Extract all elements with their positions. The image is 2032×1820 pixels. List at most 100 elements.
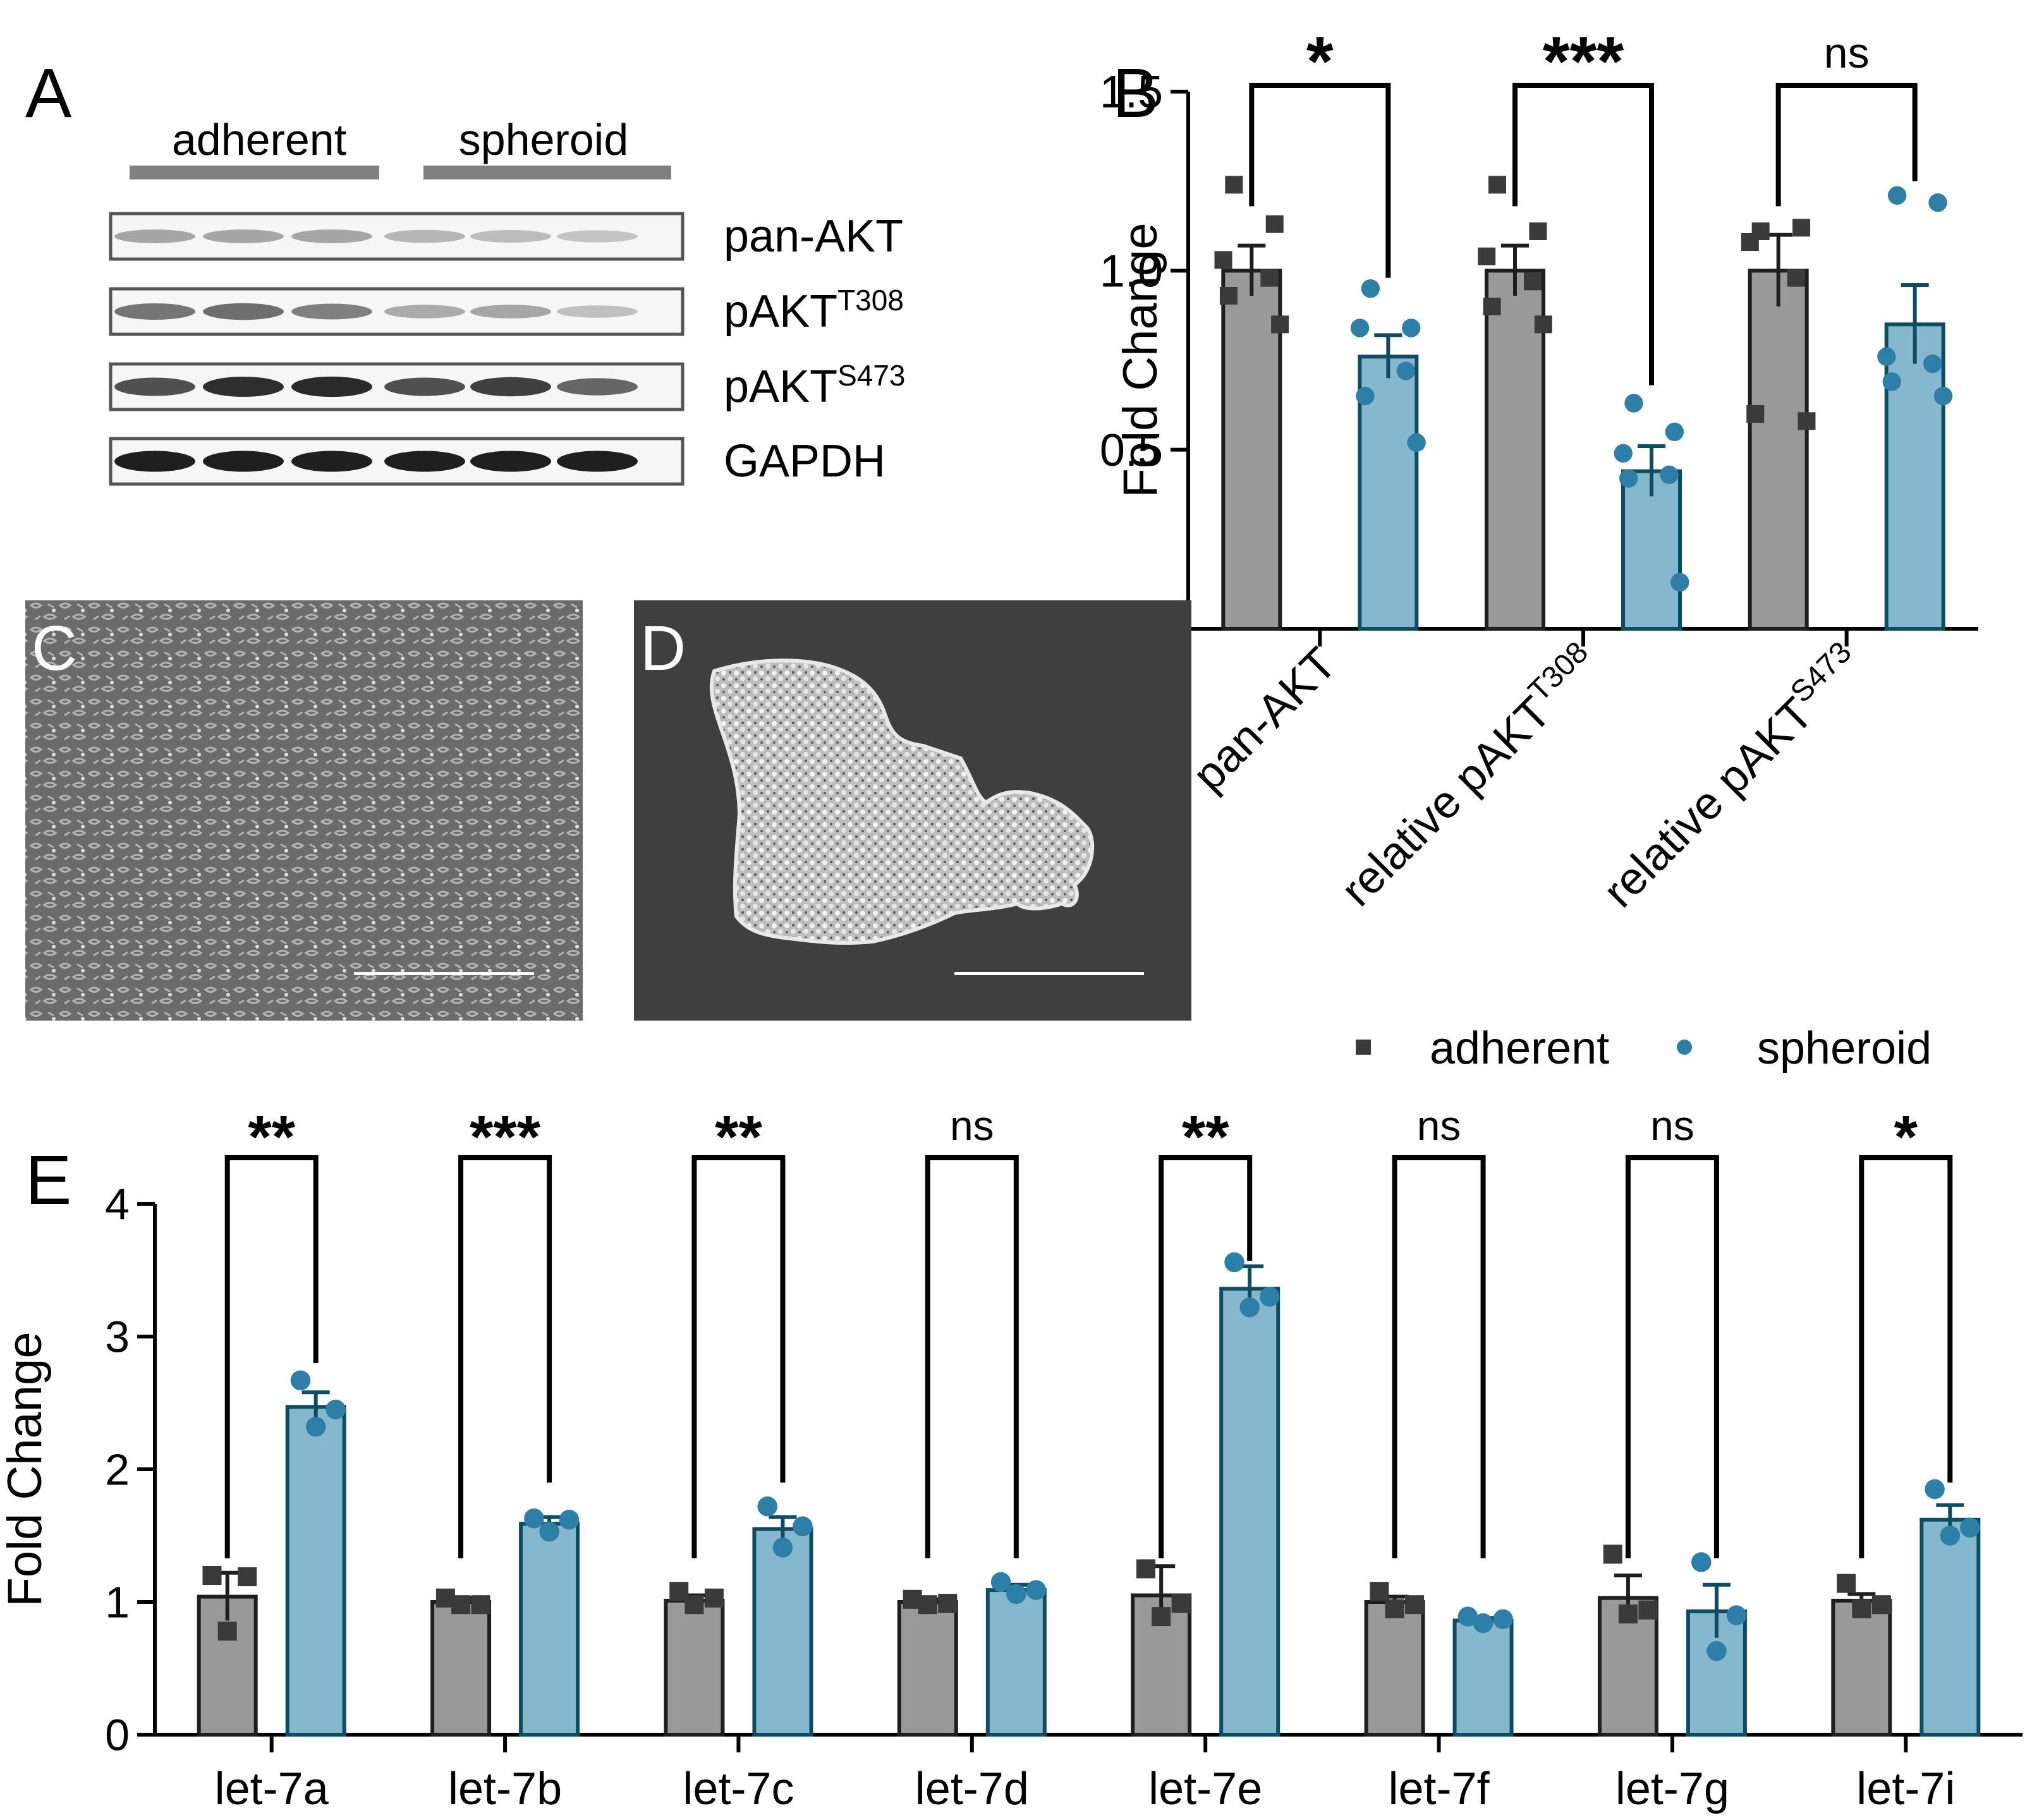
- legend-spheroid-label: spheroid: [1757, 1023, 1932, 1074]
- blot-band: [384, 451, 465, 472]
- data-point-spheroid: [539, 1521, 559, 1542]
- significance-label: ***: [470, 1103, 541, 1171]
- data-point-adherent: [1260, 269, 1279, 287]
- blot-band: [203, 377, 284, 397]
- panel-d: D: [634, 600, 1191, 1021]
- data-point-adherent: [1871, 1595, 1891, 1615]
- blot-group-bar-adherent: [130, 166, 379, 179]
- blot-band-name: pAKT: [724, 286, 837, 337]
- data-point-adherent: [238, 1567, 257, 1587]
- data-point-adherent: [1534, 315, 1552, 334]
- x-tick-label: let-7c: [683, 1764, 794, 1814]
- significance-label: ***: [1543, 23, 1624, 100]
- data-point-adherent: [1746, 405, 1765, 423]
- blot-band-label: pan-AKT: [724, 211, 903, 262]
- significance-bracket: [691, 1155, 786, 1558]
- bar-spheroid: [752, 1527, 813, 1737]
- data-point-spheroid: [1006, 1584, 1026, 1605]
- panel-b-label: B: [1112, 54, 1159, 132]
- blot-band: [114, 229, 195, 243]
- data-point-adherent: [1603, 1544, 1622, 1564]
- blot-band-label: pAKTT308: [724, 284, 904, 337]
- significance-bracket: [1859, 1155, 1953, 1558]
- bar-spheroid: [1219, 1287, 1281, 1737]
- data-point-spheroid: [772, 1538, 793, 1558]
- data-point-spheroid: [1691, 1552, 1712, 1572]
- bar-spheroid: [1919, 1517, 1981, 1737]
- blot-band-name: GAPDH: [724, 436, 885, 487]
- panel-c: C: [25, 600, 583, 1021]
- data-point-adherent: [938, 1594, 958, 1613]
- data-point-adherent: [1219, 287, 1238, 305]
- data-point-adherent: [1741, 233, 1759, 251]
- blot-band-label: pAKTS473: [724, 359, 906, 412]
- y-tick-label: 2: [105, 1445, 130, 1495]
- blot-band-name: pAKT: [724, 361, 837, 412]
- data-point-spheroid: [757, 1496, 777, 1517]
- data-point-adherent: [1488, 176, 1506, 194]
- x-tick-label: pan-AKT: [1183, 638, 1346, 801]
- blot-band: [557, 451, 638, 472]
- scale-bar-c: [354, 972, 534, 975]
- blot-band: [114, 377, 195, 396]
- data-point-adherent: [1370, 1582, 1389, 1601]
- data-point-spheroid: [1726, 1605, 1747, 1625]
- data-point-spheroid: [1933, 386, 1953, 406]
- data-point-adherent: [217, 1622, 237, 1641]
- legend-adherent-label: adherent: [1430, 1023, 1609, 1074]
- blot-band-superscript: S473: [837, 359, 905, 392]
- data-point-spheroid: [1473, 1613, 1494, 1634]
- blot-band: [470, 230, 551, 243]
- data-point-spheroid: [1624, 394, 1643, 413]
- x-tick-label: let-7i: [1856, 1764, 1955, 1814]
- data-point-adherent: [471, 1595, 490, 1615]
- blot-band: [557, 378, 638, 396]
- data-point-spheroid: [1396, 361, 1416, 380]
- significance-bracket: [224, 1155, 319, 1558]
- data-point-spheroid: [1402, 318, 1421, 337]
- bar-adherent: [1831, 1598, 1892, 1737]
- panel-a-label: A: [25, 54, 72, 132]
- data-point-adherent: [1225, 176, 1243, 194]
- x-tick-label: relative pAKTS473: [1591, 636, 1873, 918]
- data-point-adherent: [918, 1595, 937, 1615]
- blot-band-label: GAPDH: [724, 436, 885, 487]
- bar-adherent: [1485, 269, 1545, 631]
- significance-bracket: [1512, 83, 1654, 385]
- y-tick-label: 1.0: [1100, 246, 1163, 297]
- data-point-spheroid: [1026, 1580, 1047, 1600]
- blot-band: [384, 377, 465, 396]
- blot-band: [384, 305, 465, 318]
- data-point-spheroid: [1665, 422, 1684, 442]
- data-point-adherent: [1483, 298, 1501, 315]
- data-point-spheroid: [524, 1508, 544, 1529]
- data-point-spheroid: [1619, 469, 1638, 488]
- panel-a: A adherent spheroid pan-AKTpAKTT308pAKTS…: [25, 54, 906, 487]
- significance-bracket: [458, 1155, 552, 1558]
- panel-e-label: E: [25, 1141, 71, 1219]
- significance-label: **: [248, 1103, 295, 1171]
- significance-label: ns: [1650, 1102, 1694, 1149]
- data-point-adherent: [1152, 1607, 1171, 1627]
- data-point-spheroid: [1614, 444, 1633, 463]
- data-point-adherent: [451, 1595, 471, 1615]
- blot-band: [557, 305, 638, 318]
- data-point-spheroid: [1361, 279, 1380, 298]
- data-point-adherent: [1385, 1599, 1404, 1618]
- bar-spheroid: [519, 1522, 580, 1737]
- significance-label: ns: [950, 1102, 994, 1149]
- significance-label: *: [1306, 23, 1334, 100]
- significance-label: *: [1894, 1103, 1918, 1171]
- spheroid-cluster: [709, 658, 1095, 945]
- data-point-spheroid: [1887, 186, 1907, 205]
- data-point-spheroid: [1259, 1287, 1280, 1307]
- significance-bracket: [1625, 1155, 1719, 1558]
- scale-bar-d: [954, 972, 1144, 975]
- data-point-adherent: [1837, 1574, 1856, 1593]
- blot-band: [470, 305, 551, 318]
- bar-adherent: [1221, 269, 1282, 631]
- bar-spheroid: [1452, 1618, 1514, 1737]
- data-point-adherent: [684, 1595, 704, 1615]
- data-point-adherent: [1136, 1559, 1155, 1579]
